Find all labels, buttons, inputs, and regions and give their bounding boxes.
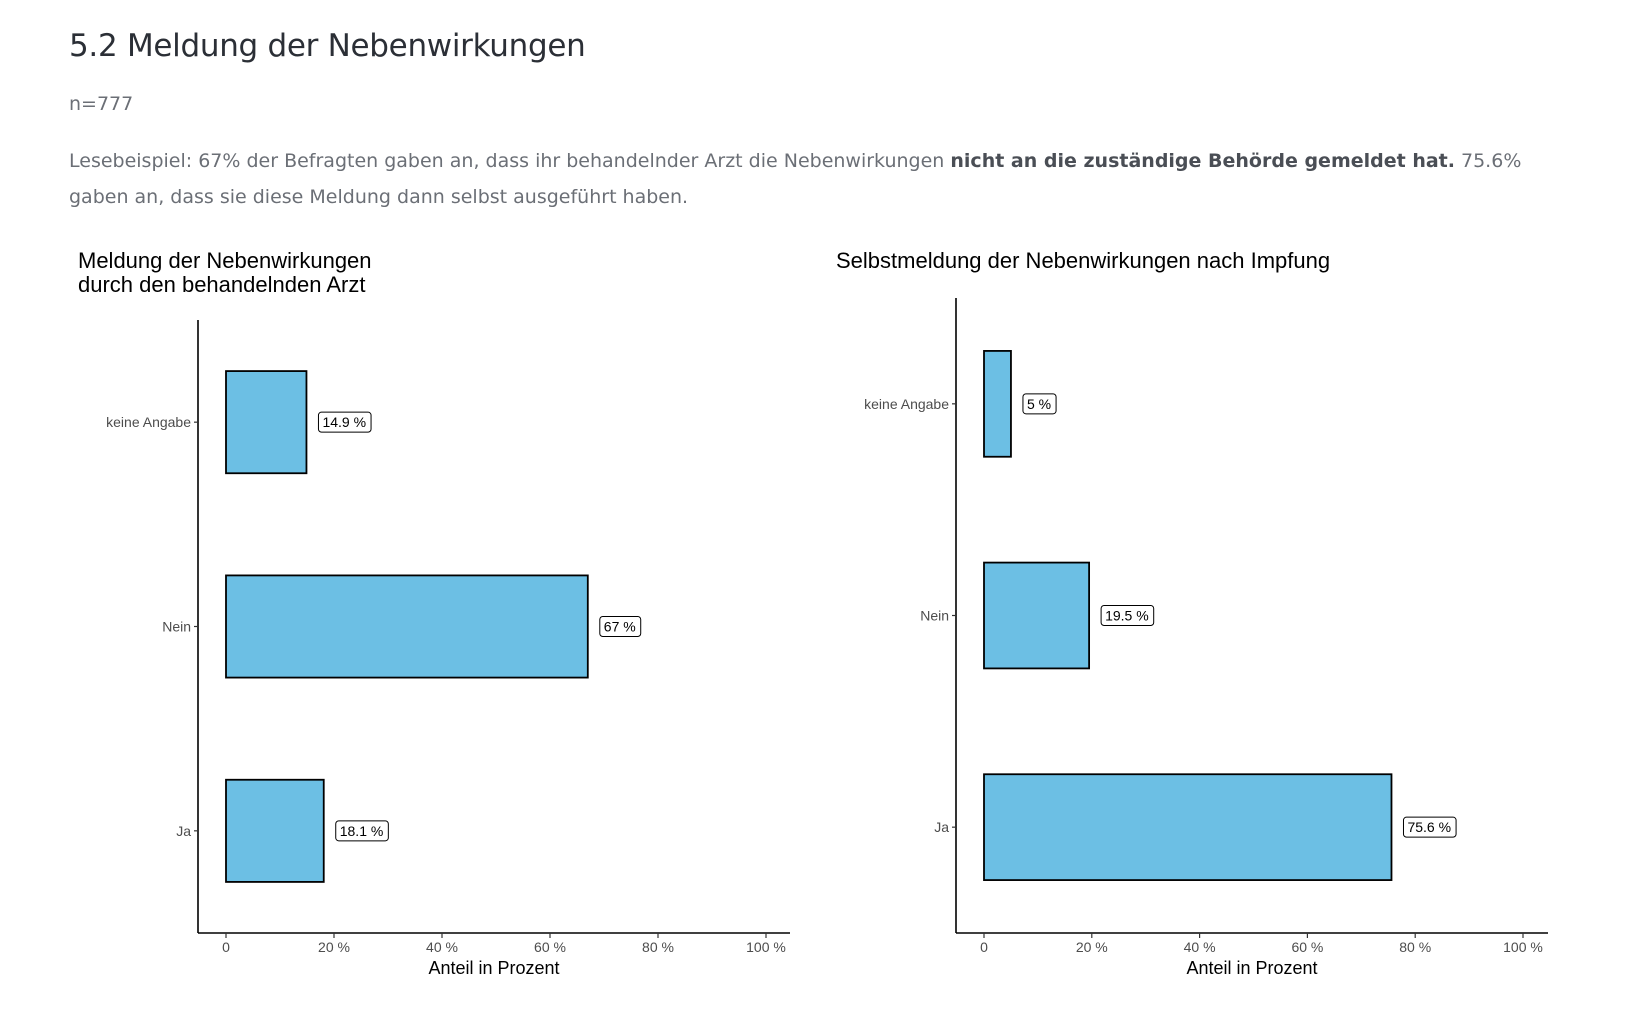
category-label-2: Ja <box>934 819 949 835</box>
data-label-1: 67 % <box>604 619 636 635</box>
chart-title: Meldung der Nebenwirkungen <box>78 248 372 273</box>
bar-1 <box>983 561 1091 670</box>
x-tick-label-3: 60 % <box>1291 939 1323 955</box>
data-label-box-0 <box>1022 393 1057 415</box>
data-label-box-0 <box>317 411 372 433</box>
chart-selbstmeldung: Selbstmeldung der Nebenwirkungen nach Im… <box>836 248 1548 978</box>
reading-example-text-2: 75.6% gaben an, dass sie diese Meldung d… <box>69 150 1522 208</box>
data-label-box-1 <box>599 616 642 637</box>
x-tick-label-2: 40 % <box>1184 939 1216 955</box>
x-tick-label-0: 0 <box>222 939 230 955</box>
x-tick-label-5: 100 % <box>1503 939 1543 955</box>
x-tick-label-2: 40 % <box>426 939 458 955</box>
page-title: 5.2 Meldung der Nebenwirkungen <box>69 28 586 64</box>
bar-2 <box>225 778 325 883</box>
data-label-2: 75.6 % <box>1407 819 1451 835</box>
reading-example-emphasis: nicht an die zuständige Behörde gemeldet… <box>950 150 1455 172</box>
x-tick-label-3: 60 % <box>534 939 566 955</box>
reading-example-text-1: Lesebeispiel: 67% der Befragten gaben an… <box>69 150 951 172</box>
reading-example: Lesebeispiel: 67% der Befragten gaben an… <box>69 143 1569 215</box>
x-axis-title: Anteil in Prozent <box>428 958 559 978</box>
category-label-1: Nein <box>920 608 949 624</box>
x-tick-label-4: 80 % <box>642 939 674 955</box>
data-label-0: 5 % <box>1027 396 1051 412</box>
x-tick-label-1: 20 % <box>318 939 350 955</box>
data-label-box-2 <box>1402 816 1457 838</box>
data-label-1: 19.5 % <box>1105 608 1149 624</box>
x-tick-label-1: 20 % <box>1076 939 1108 955</box>
data-label-box-1 <box>1100 605 1155 626</box>
chart-title: durch den behandelnden Arzt <box>78 272 365 297</box>
bar-0 <box>983 350 1012 458</box>
x-axis-title: Anteil in Prozent <box>1186 958 1317 978</box>
category-label-0: keine Angabe <box>106 414 191 430</box>
data-label-0: 14.9 % <box>322 414 366 430</box>
data-label-2: 18.1 % <box>340 823 384 839</box>
bar-2 <box>983 773 1393 881</box>
bar-1 <box>225 574 589 679</box>
chart-title: Selbstmeldung der Nebenwirkungen nach Im… <box>836 248 1330 273</box>
category-label-2: Ja <box>176 823 191 839</box>
sample-size: n=777 <box>69 93 134 115</box>
category-label-1: Nein <box>162 619 191 635</box>
bar-0 <box>225 370 308 475</box>
x-tick-label-5: 100 % <box>746 939 786 955</box>
x-tick-label-4: 80 % <box>1399 939 1431 955</box>
category-label-0: keine Angabe <box>864 396 949 412</box>
x-tick-label-0: 0 <box>980 939 988 955</box>
data-label-box-2 <box>335 820 389 842</box>
